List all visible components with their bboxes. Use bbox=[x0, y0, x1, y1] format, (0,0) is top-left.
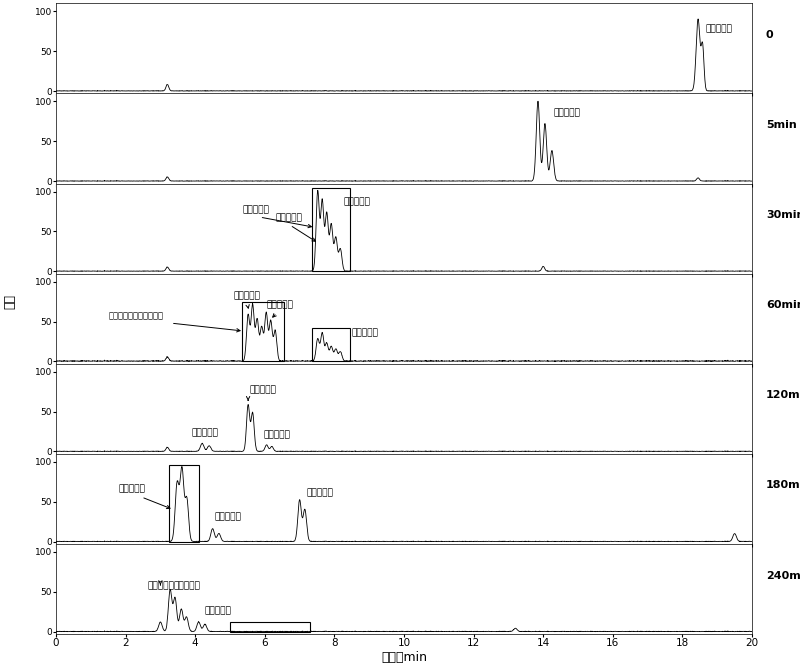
Text: 二溃联苯醚: 二溃联苯醚 bbox=[147, 581, 174, 590]
Text: 五溃联苯醚: 五溃联苯醚 bbox=[249, 385, 276, 394]
Text: 三溃联苯醚: 三溃联苯醚 bbox=[306, 488, 334, 498]
X-axis label: 时间／min: 时间／min bbox=[381, 651, 427, 664]
Bar bbox=[230, 622, 310, 631]
Text: 七溃联苯醚: 七溃联苯醚 bbox=[242, 205, 269, 214]
Text: 七溃联苯醚: 七溃联苯醚 bbox=[263, 431, 290, 440]
Text: 七溃联苯醚: 七溃联苯醚 bbox=[234, 292, 260, 301]
Text: 三溃联苯醚: 三溃联苯醚 bbox=[174, 581, 201, 590]
Text: 四溃联苯醚: 四溃联苯醚 bbox=[192, 428, 218, 437]
Text: 丰度: 丰度 bbox=[3, 295, 16, 309]
Text: 八溃联苯醚: 八溃联苯醚 bbox=[352, 329, 378, 338]
Text: 九溃联苯醚: 九溃联苯醚 bbox=[554, 109, 581, 117]
Text: 240min: 240min bbox=[766, 570, 800, 580]
Text: 八溃联苯醚: 八溃联苯醚 bbox=[343, 197, 370, 206]
Bar bbox=[169, 465, 198, 541]
Text: 五溃联苯醚＋六溃联苯醚: 五溃联苯醚＋六溃联苯醚 bbox=[108, 311, 163, 320]
Text: 六溃联苯醚: 六溃联苯醚 bbox=[275, 213, 302, 222]
Bar bbox=[312, 188, 350, 271]
Text: 60min: 60min bbox=[766, 300, 800, 310]
Bar bbox=[312, 328, 350, 362]
Text: 六溃联苯醚: 六溃联苯醚 bbox=[266, 301, 294, 309]
Bar bbox=[242, 301, 284, 362]
Text: 5min: 5min bbox=[766, 120, 797, 130]
Text: 180min: 180min bbox=[766, 480, 800, 491]
Text: 30min: 30min bbox=[766, 210, 800, 220]
Text: 0: 0 bbox=[766, 30, 774, 40]
Text: 120min: 120min bbox=[766, 391, 800, 401]
Text: 四溃联苯醚: 四溃联苯醚 bbox=[205, 607, 232, 616]
Text: 十溃联苯醚: 十溃联苯醚 bbox=[705, 25, 732, 34]
Text: 三溃联苯醚: 三溃联苯醚 bbox=[118, 484, 146, 494]
Text: 四溃联苯醚: 四溃联苯醚 bbox=[214, 513, 242, 521]
